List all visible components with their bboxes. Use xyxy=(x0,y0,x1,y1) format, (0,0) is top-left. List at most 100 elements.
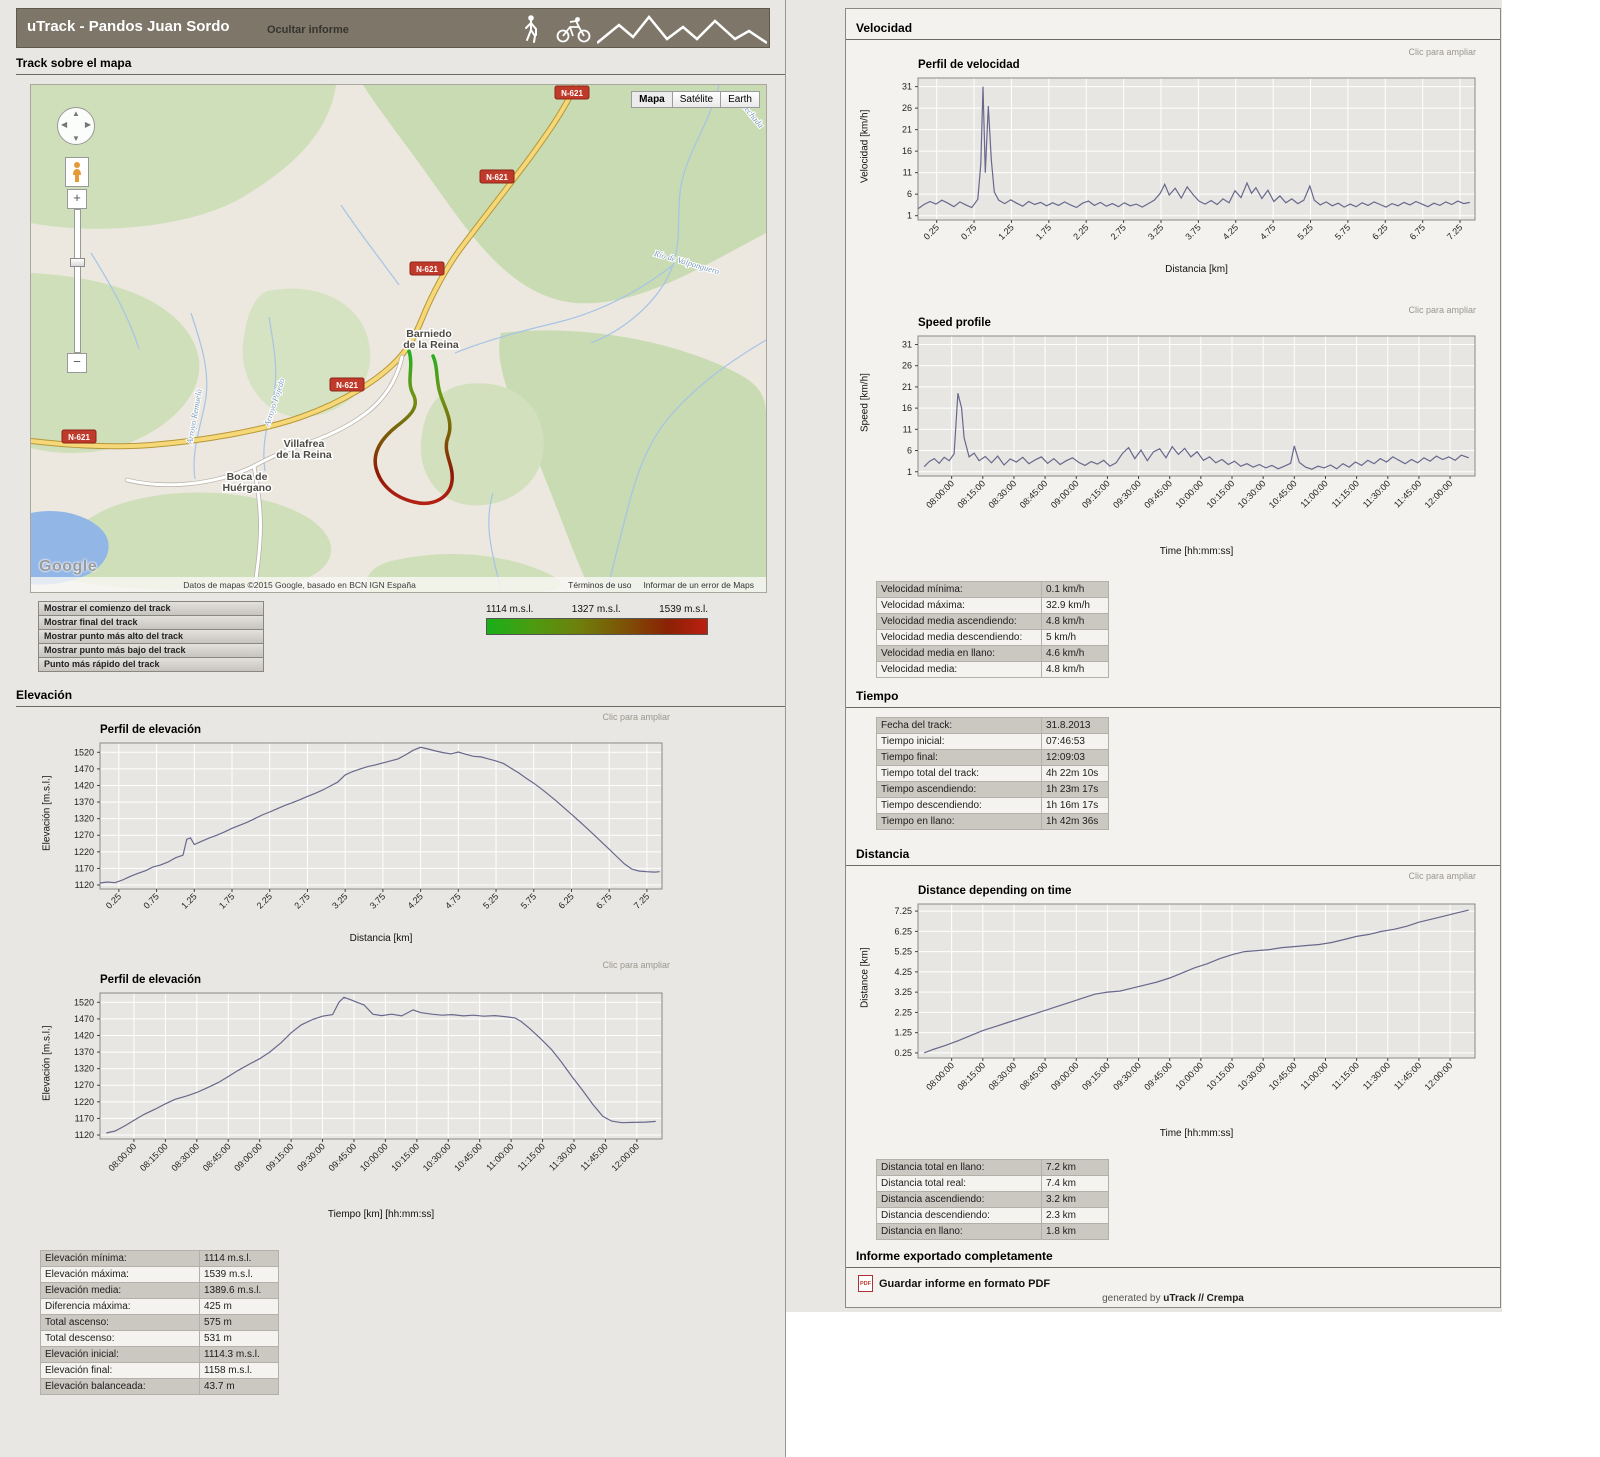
stats-row: Elevación inicial: 1114.3 m.s.l. xyxy=(40,1346,279,1363)
distance-time-chart-block: Distance depending on time Distance [km]… xyxy=(858,885,1487,1139)
stat-value: 43.7 m xyxy=(199,1378,279,1395)
road-shield: N-621 xyxy=(554,85,590,100)
svg-text:1.25: 1.25 xyxy=(894,1028,912,1038)
header-bar: uTrack - Pandos Juan Sordo Ocultar infor… xyxy=(16,8,770,48)
svg-text:08:45:00: 08:45:00 xyxy=(201,1141,233,1173)
svg-text:0.75: 0.75 xyxy=(142,891,161,910)
svg-text:08:00:00: 08:00:00 xyxy=(924,1060,956,1092)
track-button[interactable]: Mostrar el comienzo del track xyxy=(38,601,264,616)
svg-text:1.25: 1.25 xyxy=(179,891,198,910)
stats-row: Velocidad media: 4.8 km/h xyxy=(876,661,1109,678)
pdf-icon[interactable]: PDF xyxy=(858,1275,873,1292)
svg-text:4.25: 4.25 xyxy=(406,891,425,910)
stats-row: Velocidad media ascendiendo: 4.8 km/h xyxy=(876,613,1109,630)
elevation-time-chart[interactable]: 1120 1170 1220 1270 1320 1370 1420 1470 1520 08:0… xyxy=(54,987,674,1209)
svg-text:10:30:00: 10:30:00 xyxy=(1236,478,1268,510)
track-button[interactable]: Mostrar punto más alto del track xyxy=(38,629,264,644)
stat-value: 1539 m.s.l. xyxy=(199,1266,279,1283)
pan-right-icon[interactable]: ▶ xyxy=(84,120,91,129)
stats-row: Velocidad media en llano: 4.6 km/h xyxy=(876,645,1109,662)
track-button[interactable]: Mostrar punto más bajo del track xyxy=(38,643,264,658)
svg-text:08:30:00: 08:30:00 xyxy=(987,1060,1019,1092)
svg-text:1.75: 1.75 xyxy=(1034,222,1053,241)
stats-row: Velocidad máxima: 32.9 km/h xyxy=(876,597,1109,614)
svg-text:31: 31 xyxy=(902,339,912,349)
report-error-link[interactable]: Informar de un error de Maps xyxy=(643,579,754,590)
svg-text:11:00:00: 11:00:00 xyxy=(484,1141,515,1172)
svg-text:11:30:00: 11:30:00 xyxy=(1361,1060,1392,1091)
click-to-enlarge-label: Clic para ampliar xyxy=(602,960,670,970)
svg-text:1520: 1520 xyxy=(74,997,94,1007)
zoom-slider[interactable] xyxy=(70,209,85,353)
stat-label: Velocidad máxima: xyxy=(876,597,1042,614)
map-type-earth-button[interactable]: Earth xyxy=(720,91,760,108)
svg-text:6: 6 xyxy=(907,189,912,199)
svg-text:2.25: 2.25 xyxy=(1071,222,1090,241)
stat-value: 0.1 km/h xyxy=(1041,581,1109,598)
svg-text:5.75: 5.75 xyxy=(519,891,538,910)
map-canvas[interactable]: N-621 N-621 N-621 N-621 N-621 xyxy=(28,82,767,595)
svg-text:16: 16 xyxy=(902,146,912,156)
distance-time-chart[interactable]: 0.25 1.25 2.25 3.25 4.25 5.25 6.25 7.25 08:00:00… xyxy=(872,898,1487,1128)
svg-text:N-621: N-621 xyxy=(486,173,508,182)
stat-value: 07:46:53 xyxy=(1041,733,1109,750)
svg-text:0.75: 0.75 xyxy=(959,222,978,241)
hide-report-link[interactable]: Ocultar informe xyxy=(267,24,349,36)
stats-row: Tiempo en llano: 1h 42m 36s xyxy=(876,813,1109,830)
y-axis-label: Distance [km] xyxy=(859,947,871,1009)
track-button[interactable]: Mostrar final del track xyxy=(38,615,264,630)
rivers xyxy=(90,84,767,593)
stat-value: 7.4 km xyxy=(1041,1175,1109,1192)
save-pdf-link[interactable]: Guardar informe en formato PDF xyxy=(879,1277,1051,1290)
svg-text:5.25: 5.25 xyxy=(1295,222,1314,241)
click-to-enlarge-label: Clic para ampliar xyxy=(602,712,670,722)
map-type-satelite-button[interactable]: Satélite xyxy=(671,91,722,108)
stat-value: 4.6 km/h xyxy=(1041,645,1109,662)
stats-row: Distancia ascendiendo: 3.2 km xyxy=(876,1191,1109,1208)
zoom-slider-handle[interactable] xyxy=(70,258,85,267)
stat-value: 1158 m.s.l. xyxy=(199,1362,279,1379)
zoom-out-button[interactable]: − xyxy=(67,353,87,373)
svg-text:10:00:00: 10:00:00 xyxy=(1173,478,1205,510)
stats-row: Velocidad mínima: 0.1 km/h xyxy=(876,581,1109,598)
map-attribution-text: Datos de mapas ©2015 Google, basado en B… xyxy=(183,579,416,590)
legend-max-label: 1539 m.s.l. xyxy=(659,604,708,615)
map-pan-control[interactable]: ▲ ▼ ◀ ▶ xyxy=(57,107,95,145)
svg-text:1470: 1470 xyxy=(74,764,94,774)
stats-row: Elevación balanceada: 43.7 m xyxy=(40,1378,279,1395)
svg-text:3.75: 3.75 xyxy=(368,891,387,910)
terms-link[interactable]: Términos de uso xyxy=(568,579,632,590)
svg-text:2.75: 2.75 xyxy=(292,891,311,910)
track-button[interactable]: Punto más rápido del track xyxy=(38,657,264,672)
pan-left-icon[interactable]: ◀ xyxy=(61,120,68,129)
svg-text:31: 31 xyxy=(902,82,912,92)
elevation-stats-table: Elevación mínima: 1114 m.s.l. Elevación má… xyxy=(40,1250,279,1395)
svg-text:de la Reina: de la Reina xyxy=(276,449,332,461)
stat-label: Fecha del track: xyxy=(876,717,1042,734)
svg-text:09:30:00: 09:30:00 xyxy=(295,1141,327,1173)
stats-row: Diferencia máxima: 425 m xyxy=(40,1298,279,1315)
svg-text:09:45:00: 09:45:00 xyxy=(327,1141,359,1173)
x-axis-label: Distancia [km] xyxy=(1165,264,1228,275)
map-type-buttons: Mapa Satélite Earth xyxy=(631,91,760,108)
elevation-distance-chart[interactable]: 1120 1170 1220 1270 1320 1370 1420 1470 1520 0.25… xyxy=(54,737,674,933)
map-type-mapa-button[interactable]: Mapa xyxy=(631,91,673,108)
pan-up-icon[interactable]: ▲ xyxy=(72,109,80,118)
pan-down-icon[interactable]: ▼ xyxy=(72,134,80,143)
legend-mid-label: 1327 m.s.l. xyxy=(571,604,621,615)
svg-text:11:45:00: 11:45:00 xyxy=(1392,1060,1423,1091)
stat-label: Distancia en llano: xyxy=(876,1223,1042,1240)
svg-text:09:45:00: 09:45:00 xyxy=(1142,478,1174,510)
legend-labels: 1114 m.s.l. 1327 m.s.l. 1539 m.s.l. xyxy=(486,604,708,615)
svg-text:10:15:00: 10:15:00 xyxy=(1205,1060,1237,1092)
svg-text:N-621: N-621 xyxy=(416,265,438,274)
zoom-in-button[interactable]: + xyxy=(67,189,87,209)
pegman-control[interactable] xyxy=(65,157,89,187)
stat-label: Diferencia máxima: xyxy=(40,1298,200,1315)
svg-text:1520: 1520 xyxy=(74,747,94,757)
stat-label: Tiempo total del track: xyxy=(876,765,1042,782)
chart-title: Speed profile xyxy=(918,317,991,329)
